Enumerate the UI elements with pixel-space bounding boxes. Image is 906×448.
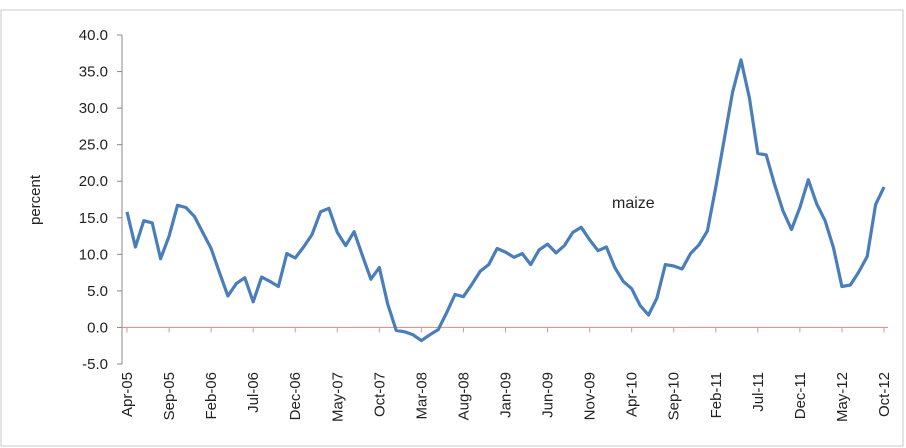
y-tick-label: 20.0 [79,173,108,190]
y-tick-label: 15.0 [79,210,108,227]
series-line [125,58,886,343]
y-tick-label: 40.0 [79,27,108,44]
y-tick-label: 35.0 [79,64,108,81]
y-axis-label: percent [27,174,44,225]
x-tick-label: Apr-05 [119,372,136,417]
x-tick-label: Jan-09 [498,372,515,418]
y-tick-label: 25.0 [79,137,108,154]
x-tick-label: Jul-11 [750,372,767,412]
x-tick-label: May-12 [834,372,851,422]
x-tick-label: Dec-06 [287,372,304,420]
x-tick-label: Sep-05 [161,372,178,420]
x-tick-label: Sep-10 [666,372,683,420]
x-tick-label: Nov-09 [582,372,599,420]
x-tick-label: Feb-11 [708,372,725,418]
x-tick-label: Mar-08 [413,372,430,420]
chart-border [0,9,904,447]
y-tick-label: 5.0 [87,283,108,300]
x-tick-label: Feb-06 [203,372,220,420]
y-tick-label: 0.0 [87,319,108,336]
y-tick-label: 30.0 [79,100,108,117]
x-tick-label: Jul-06 [245,372,262,413]
x-tick-label: Oct-12 [876,372,893,417]
x-tick-label: Dec-11 [792,372,809,419]
y-tick-label: -5.0 [82,356,108,373]
x-tick-label: Apr-10 [624,372,641,417]
x-tick-label: Jun-09 [540,372,557,418]
x-tick-label: May-07 [329,372,346,422]
x-tick-label: Oct-07 [371,372,388,417]
y-tick-label: 10.0 [79,246,108,263]
x-tick-label: Aug-08 [455,372,472,420]
annotation: maize [612,195,655,212]
